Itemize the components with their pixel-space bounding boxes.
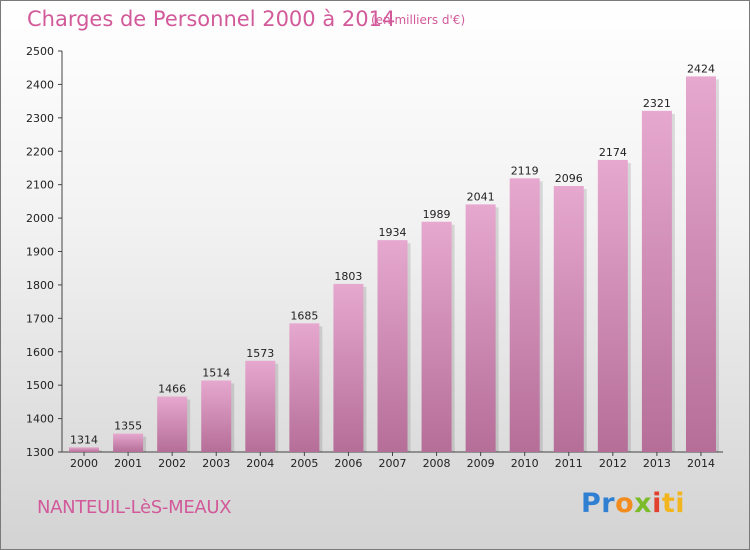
x-tick-label: 2012 <box>599 457 627 470</box>
bar-2012 <box>597 159 628 452</box>
x-tick-label: 2000 <box>70 457 98 470</box>
commune-name: NANTEUIL-LèS-MEAUX <box>37 497 232 518</box>
proxiti-logo[interactable]: Proxiti <box>581 488 685 519</box>
y-tick-label: 1900 <box>26 246 54 259</box>
bar-2007 <box>377 240 408 452</box>
x-tick-label: 2013 <box>643 457 671 470</box>
data-label: 1573 <box>246 347 274 360</box>
bar-2008 <box>421 221 452 452</box>
logo-letters-1: Pr <box>581 488 616 519</box>
bar-2011 <box>553 186 584 452</box>
bar-2010 <box>509 178 540 452</box>
x-tick-label: 2009 <box>467 457 495 470</box>
x-tick-label: 2001 <box>114 457 142 470</box>
bar-2014 <box>685 76 716 452</box>
logo-letters-2: o <box>615 488 635 519</box>
data-label: 2321 <box>643 97 671 110</box>
y-tick-label: 1400 <box>26 413 54 426</box>
data-label: 1314 <box>70 433 98 446</box>
bar-2009 <box>465 204 496 452</box>
x-tick-label: 2007 <box>379 457 407 470</box>
data-label: 1803 <box>334 270 362 283</box>
bar-2013 <box>641 110 672 453</box>
data-label: 2119 <box>511 164 539 177</box>
data-label: 2096 <box>555 172 583 185</box>
bar-2003 <box>201 380 232 452</box>
y-tick-label: 2500 <box>26 45 54 58</box>
data-label: 1355 <box>114 420 142 433</box>
data-label: 2424 <box>687 62 715 75</box>
x-tick-label: 2002 <box>158 457 186 470</box>
data-label: 2041 <box>467 190 495 203</box>
y-tick-label: 1800 <box>26 279 54 292</box>
data-label: 1514 <box>202 366 230 379</box>
x-tick-label: 2005 <box>290 457 318 470</box>
bar-layer <box>69 76 719 453</box>
chart-subtitle: (en milliers d'€) <box>371 13 466 27</box>
x-tick-label: 2014 <box>687 457 715 470</box>
x-tick-label: 2003 <box>202 457 230 470</box>
bar-2000 <box>69 447 100 452</box>
y-tick-label: 2400 <box>26 78 54 91</box>
y-tick-label: 2300 <box>26 112 54 125</box>
x-tick-label: 2008 <box>423 457 451 470</box>
chart-title: Charges de Personnel 2000 à 2014 <box>27 7 396 31</box>
y-tick-label: 1700 <box>26 312 54 325</box>
y-tick-label: 2200 <box>26 145 54 158</box>
bar-2005 <box>289 323 320 452</box>
data-label: 2174 <box>599 146 627 159</box>
x-tick-label: 2011 <box>555 457 583 470</box>
logo-letters-3: x <box>634 488 653 519</box>
data-label: 1989 <box>423 208 451 221</box>
label-layer: 2000 1314 2001 1355 2002 1466 2003 1514 2004 1573… <box>70 62 715 470</box>
y-tick-label: 1500 <box>26 379 54 392</box>
data-label: 1934 <box>379 226 407 239</box>
y-tick-label: 1600 <box>26 346 54 359</box>
y-tick-label: 2100 <box>26 179 54 192</box>
data-label: 1466 <box>158 383 186 396</box>
x-tick-label: 2006 <box>334 457 362 470</box>
logo-letters-5: ti <box>661 488 686 519</box>
y-tick-label: 2000 <box>26 212 54 225</box>
bar-2002 <box>157 396 188 452</box>
bar-2004 <box>245 360 276 452</box>
logo-letters-4: i <box>652 488 662 519</box>
y-tick-label: 1300 <box>26 446 54 459</box>
axis-layer: 1300 1400 1500 1600 1700 1800 1900 2000 2100 2200… <box>26 45 723 459</box>
bar-2001 <box>113 433 144 452</box>
x-tick-label: 2004 <box>246 457 274 470</box>
bar-2006 <box>333 283 364 452</box>
x-tick-label: 2010 <box>511 457 539 470</box>
data-label: 1685 <box>290 309 318 322</box>
